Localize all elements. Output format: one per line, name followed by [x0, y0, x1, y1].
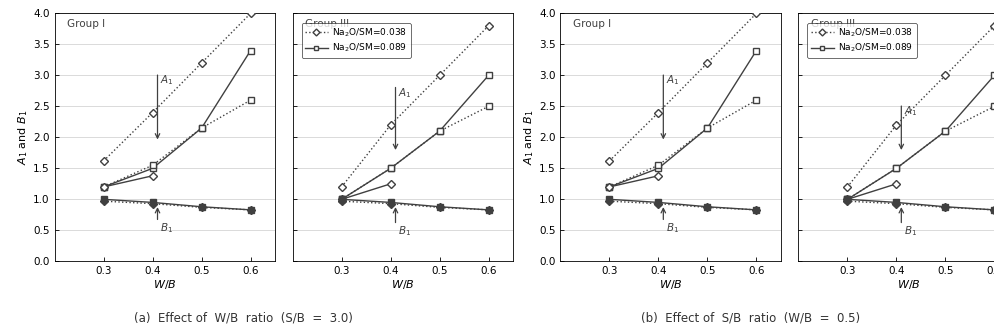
Y-axis label: $A_1$ and $B_1$: $A_1$ and $B_1$ — [17, 110, 31, 165]
X-axis label: $W/B$: $W/B$ — [897, 278, 920, 290]
Y-axis label: $A_1$ and $B_1$: $A_1$ and $B_1$ — [523, 110, 536, 165]
Text: (b)  Effect of  S/B  ratio  (W/B  =  0.5): (b) Effect of S/B ratio (W/B = 0.5) — [641, 312, 860, 325]
Text: (a)  Effect of  W/B  ratio  (S/B  =  3.0): (a) Effect of W/B ratio (S/B = 3.0) — [134, 312, 353, 325]
X-axis label: $W/B$: $W/B$ — [153, 278, 177, 290]
Legend: Na$_2$O/SM=0.038, Na$_2$O/SM=0.089: Na$_2$O/SM=0.038, Na$_2$O/SM=0.089 — [807, 23, 916, 58]
Text: Group III: Group III — [811, 19, 855, 29]
Text: $B_1$: $B_1$ — [160, 221, 173, 235]
Text: Group I: Group I — [573, 19, 611, 29]
Text: Group III: Group III — [305, 19, 349, 29]
Text: $B_1$: $B_1$ — [666, 221, 679, 235]
Text: $B_1$: $B_1$ — [904, 224, 916, 238]
Text: Group I: Group I — [67, 19, 105, 29]
Text: $A_1$: $A_1$ — [666, 73, 680, 87]
Text: $A_1$: $A_1$ — [904, 105, 917, 118]
Legend: Na$_2$O/SM=0.038, Na$_2$O/SM=0.089: Na$_2$O/SM=0.038, Na$_2$O/SM=0.089 — [301, 23, 411, 58]
X-axis label: $W/B$: $W/B$ — [659, 278, 683, 290]
Text: $A_1$: $A_1$ — [398, 86, 412, 100]
X-axis label: $W/B$: $W/B$ — [391, 278, 414, 290]
Text: $A_1$: $A_1$ — [160, 73, 174, 87]
Text: $B_1$: $B_1$ — [398, 224, 412, 238]
